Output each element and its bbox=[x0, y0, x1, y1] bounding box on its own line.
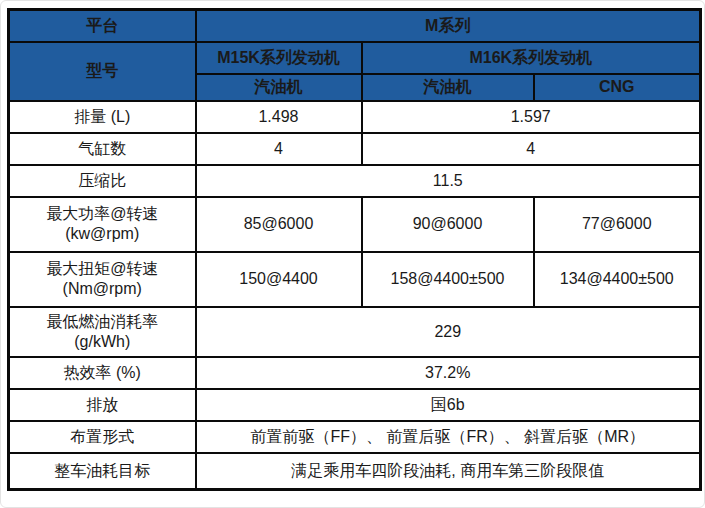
series-m16k-cell: M16K系列发动机 bbox=[362, 42, 701, 74]
row-thermal-efficiency: 热效率 (%) 37.2% bbox=[9, 357, 701, 389]
row-label: 整车油耗目标 bbox=[9, 453, 196, 490]
row-label: 排量 (L) bbox=[9, 101, 196, 133]
platform-value-cell: M系列 bbox=[196, 10, 701, 42]
row-max-torque: 最大扭矩@转速 (Nm@rpm) 150@4400 158@4400±500 1… bbox=[9, 252, 701, 307]
cell-value: 85@6000 bbox=[196, 197, 362, 252]
row-label-line2: (Nm@rpm) bbox=[14, 279, 191, 299]
cell-value: 1.498 bbox=[196, 101, 362, 133]
row-label: 排放 bbox=[9, 389, 196, 421]
m16k-fuel-gasoline-cell: 汽油机 bbox=[362, 74, 534, 101]
cell-value: 11.5 bbox=[196, 165, 701, 197]
row-label: 压缩比 bbox=[9, 165, 196, 197]
m16k-fuel-cng-cell: CNG bbox=[534, 74, 701, 101]
row-label-line1: 最低燃油消耗率 bbox=[14, 312, 191, 332]
model-label-cell: 型号 bbox=[9, 42, 196, 101]
cell-value: 229 bbox=[196, 307, 701, 357]
row-compression: 压缩比 11.5 bbox=[9, 165, 701, 197]
cell-value: 前置前驱（FF）、 前置后驱（FR）、 斜置后驱（MR） bbox=[196, 421, 701, 453]
header-row-series: 型号 M15K系列发动机 M16K系列发动机 bbox=[9, 42, 701, 74]
row-label-line2: (g/kWh) bbox=[14, 332, 191, 352]
cell-value: 1.597 bbox=[362, 101, 701, 133]
cell-value: 90@6000 bbox=[362, 197, 534, 252]
cell-value: 37.2% bbox=[196, 357, 701, 389]
series-m15k-cell: M15K系列发动机 bbox=[196, 42, 362, 74]
row-label: 最低燃油消耗率 (g/kWh) bbox=[9, 307, 196, 357]
cell-value: 4 bbox=[196, 133, 362, 165]
row-layout-form: 布置形式 前置前驱（FF）、 前置后驱（FR）、 斜置后驱（MR） bbox=[9, 421, 701, 453]
row-label-line1: 最大功率@转速 bbox=[14, 204, 191, 224]
row-label: 最大扭矩@转速 (Nm@rpm) bbox=[9, 252, 196, 307]
cell-value: 150@4400 bbox=[196, 252, 362, 307]
row-cylinders: 气缸数 4 4 bbox=[9, 133, 701, 165]
cell-value: 77@6000 bbox=[534, 197, 701, 252]
engine-spec-table: 平台 M系列 型号 M15K系列发动机 M16K系列发动机 汽油机 汽油机 CN… bbox=[7, 8, 702, 491]
row-label-line2: (kw@rpm) bbox=[14, 224, 191, 244]
platform-label-cell: 平台 bbox=[9, 10, 196, 42]
row-label: 热效率 (%) bbox=[9, 357, 196, 389]
row-label-line1: 最大扭矩@转速 bbox=[14, 259, 191, 279]
spec-table-page: 平台 M系列 型号 M15K系列发动机 M16K系列发动机 汽油机 汽油机 CN… bbox=[0, 0, 705, 508]
cell-value: 134@4400±500 bbox=[534, 252, 701, 307]
row-max-power: 最大功率@转速 (kw@rpm) 85@6000 90@6000 77@6000 bbox=[9, 197, 701, 252]
cell-value: 4 bbox=[362, 133, 701, 165]
header-row-platform: 平台 M系列 bbox=[9, 10, 701, 42]
cell-value: 国6b bbox=[196, 389, 701, 421]
cell-value: 158@4400±500 bbox=[362, 252, 534, 307]
cell-value: 满足乘用车四阶段油耗, 商用车第三阶段限值 bbox=[196, 453, 701, 490]
row-vehicle-fuel-target: 整车油耗目标 满足乘用车四阶段油耗, 商用车第三阶段限值 bbox=[9, 453, 701, 490]
row-label: 最大功率@转速 (kw@rpm) bbox=[9, 197, 196, 252]
row-emission: 排放 国6b bbox=[9, 389, 701, 421]
m15k-fuel-cell: 汽油机 bbox=[196, 74, 362, 101]
row-displacement: 排量 (L) 1.498 1.597 bbox=[9, 101, 701, 133]
row-label: 布置形式 bbox=[9, 421, 196, 453]
row-label: 气缸数 bbox=[9, 133, 196, 165]
row-min-fuel-rate: 最低燃油消耗率 (g/kWh) 229 bbox=[9, 307, 701, 357]
